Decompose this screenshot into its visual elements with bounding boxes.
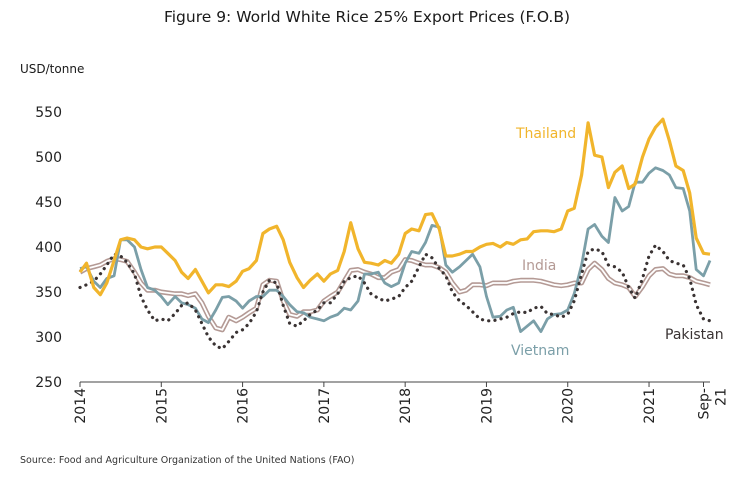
y-tick-label: 400 xyxy=(35,240,62,256)
y-tick-label: 450 xyxy=(35,195,62,211)
series-line-pakistan xyxy=(78,243,712,351)
x-tick-label: 2020 xyxy=(561,388,577,424)
x-tick-label: 2016 xyxy=(236,388,252,424)
y-tick-label: 550 xyxy=(35,105,62,121)
series-line-vietnam xyxy=(79,166,712,334)
x-tick-label: 2017 xyxy=(317,388,333,424)
series-line-india-inner xyxy=(79,257,711,331)
x-tick-label: 2014 xyxy=(73,388,89,424)
y-axis-unit-label: USD/tonne xyxy=(20,62,85,76)
series-label-thailand: Thailand xyxy=(515,126,576,142)
chart-title: Figure 9: World White Rice 25% Export Pr… xyxy=(163,8,571,26)
y-tick-label: 250 xyxy=(35,375,62,391)
axes: 250 300 350 400 450 500 550 2014 2015 2016 2017 201… xyxy=(35,105,729,424)
source-note: Source: Food and Agriculture Organizatio… xyxy=(20,455,355,466)
series-labels: Thailand Vietnam India Pakistan xyxy=(511,126,724,359)
x-tick-label: 2019 xyxy=(479,388,495,424)
y-tick-label: 500 xyxy=(35,150,62,166)
series-label-pakistan: Pakistan xyxy=(665,327,724,343)
series-layer xyxy=(78,117,712,351)
y-tick-label: 350 xyxy=(35,285,62,301)
x-tick-label: 2018 xyxy=(398,388,414,424)
line-chart: 250 300 350 400 450 500 550 2014 2015 2016 2017 201… xyxy=(35,105,729,424)
x-tick-label: 2021 xyxy=(642,388,658,424)
x-tick-label: 2015 xyxy=(154,388,170,424)
series-label-india: India xyxy=(522,258,556,274)
series-label-vietnam: Vietnam xyxy=(511,343,569,359)
y-tick-label: 300 xyxy=(35,330,62,346)
series-line-thailand xyxy=(78,117,711,297)
x-tick-label: Sep-21 xyxy=(696,388,729,419)
